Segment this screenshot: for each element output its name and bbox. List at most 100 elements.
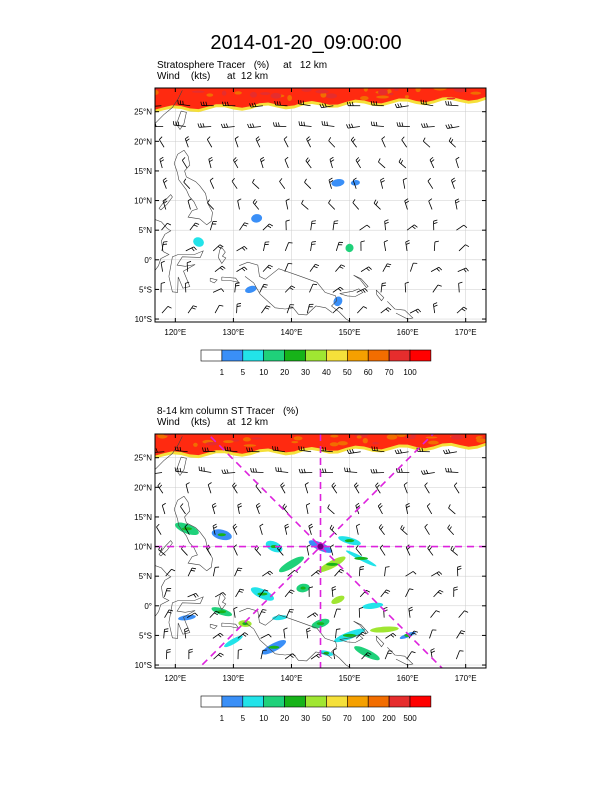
tracer-blob-core <box>268 645 280 649</box>
wind-barb <box>174 467 188 473</box>
wind-barb <box>206 136 213 148</box>
wind-barb <box>172 121 186 127</box>
wind-barb <box>282 503 289 515</box>
tracer-blob-core <box>316 622 325 626</box>
wind-barb <box>319 468 334 473</box>
wind-barb <box>421 123 435 128</box>
colorbar-swatch <box>326 695 348 708</box>
tracer-blob <box>251 214 263 223</box>
wind-barb <box>371 446 385 453</box>
tracer-blob <box>389 92 394 96</box>
wind-barb <box>433 240 439 251</box>
wind-barb <box>328 199 336 210</box>
tracer-blob <box>155 90 159 96</box>
tracer-blob-core <box>300 586 306 590</box>
tracer-blob <box>362 602 384 609</box>
wind-barb <box>298 446 312 453</box>
tracer-blob <box>221 90 227 96</box>
colorbar-swatch <box>242 695 265 708</box>
wind-barb <box>344 467 358 473</box>
wind-barb <box>450 545 458 556</box>
tracer-blob <box>330 434 339 438</box>
wind-barb <box>335 628 341 639</box>
tracer-blob <box>369 626 399 633</box>
wind-barb <box>258 609 267 618</box>
coastline <box>217 246 227 264</box>
wind-barb <box>247 123 261 129</box>
tracer-blob <box>250 437 263 440</box>
wind-barb <box>398 158 407 169</box>
wind-barb <box>207 199 215 210</box>
panel2-map: 25°N 20°N 15°N 10°N 5°N 0° 5°S 10°S 120°E 130°E 14… <box>134 433 487 683</box>
wind-barb <box>378 524 385 535</box>
wind-barb <box>319 103 334 109</box>
wind-barb <box>262 223 274 231</box>
wind-barb <box>301 199 309 210</box>
coastline <box>176 110 187 131</box>
wind-barb <box>448 137 456 148</box>
wind-barb <box>429 156 435 169</box>
wind-barb <box>384 650 393 660</box>
lat-label: 10°N <box>134 197 152 206</box>
lon-label: 170°E <box>455 328 477 337</box>
wind-barb <box>284 653 296 660</box>
wind-barb <box>447 524 455 535</box>
wind-barb <box>161 222 172 231</box>
colorbar-label: 30 <box>301 368 310 377</box>
wind-barb <box>379 544 386 556</box>
wind-barb <box>353 482 360 494</box>
wind-barb <box>261 570 273 577</box>
wind-barb <box>237 503 242 515</box>
wind-barb <box>159 156 165 169</box>
wind-barb <box>370 468 385 474</box>
wind-barb <box>361 652 372 660</box>
wind-barb <box>451 177 456 189</box>
lon-label: 140°E <box>281 328 303 337</box>
wind-barb <box>433 302 438 314</box>
lat-label: 10°S <box>135 661 152 670</box>
wind-barb <box>332 286 344 293</box>
colorbar-label: 70 <box>385 368 394 377</box>
wind-barb <box>214 265 226 272</box>
colorbar-label: 10 <box>259 714 268 723</box>
lat-label: 5°S <box>139 631 152 640</box>
lon-label: 170°E <box>455 674 477 683</box>
wind-barb <box>370 100 384 107</box>
wind-barb <box>455 650 464 660</box>
colorbar-swatch <box>346 695 369 708</box>
wind-barb <box>298 468 313 474</box>
wind-barb <box>306 303 314 314</box>
tracer-blob <box>396 434 407 437</box>
wind-barb <box>259 283 268 293</box>
wind-barb <box>453 586 458 597</box>
wind-barb <box>360 266 372 272</box>
wind-barb <box>377 503 383 515</box>
coastline <box>239 261 351 322</box>
wind-barb <box>184 523 190 535</box>
wind-barb <box>380 307 392 314</box>
colorbar-swatch <box>221 695 244 708</box>
lon-label: 130°E <box>222 328 244 337</box>
coastline <box>168 250 204 293</box>
panel2-field-label: 8-14 km column ST Tracer (%) <box>157 406 299 417</box>
wind-barb <box>378 158 386 169</box>
wind-barb <box>309 263 320 272</box>
wind-barb <box>427 177 434 189</box>
wind-barb <box>161 241 168 251</box>
wind-barb <box>252 199 260 210</box>
lat-label: 5°N <box>139 226 153 235</box>
coastline <box>158 540 173 557</box>
wind-barb <box>274 101 288 107</box>
wind-barb <box>209 177 215 189</box>
wind-barb <box>261 305 271 314</box>
tracer-blob <box>345 243 354 253</box>
wind-barb <box>321 120 335 127</box>
colorbar-label: 100 <box>362 714 376 723</box>
tracer-blob <box>376 95 389 99</box>
wind-barb <box>355 157 362 169</box>
wind-barb <box>275 467 289 473</box>
coastline <box>239 607 351 668</box>
wind-barb <box>331 586 337 597</box>
wind-barb <box>160 260 165 272</box>
wind-barb <box>329 524 337 535</box>
